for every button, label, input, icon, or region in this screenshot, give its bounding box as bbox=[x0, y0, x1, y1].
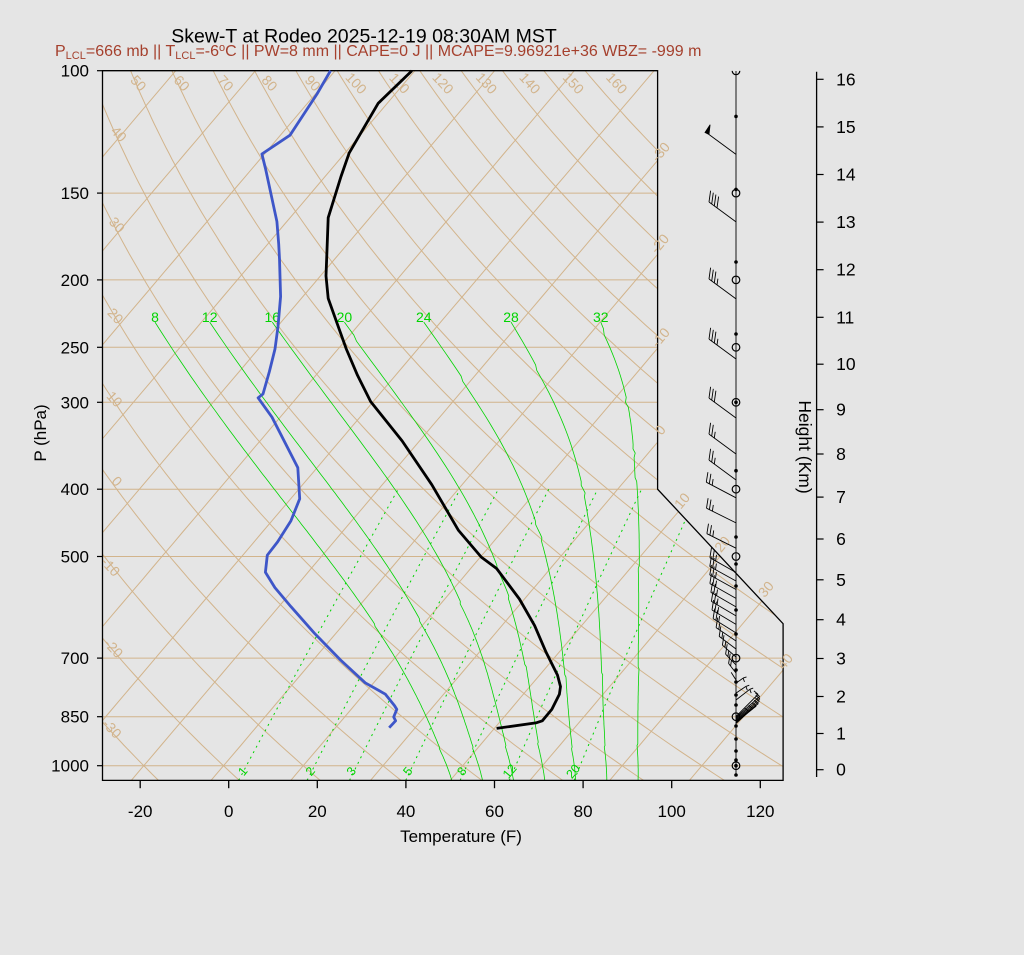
svg-text:32: 32 bbox=[593, 309, 609, 325]
svg-text:11: 11 bbox=[836, 307, 854, 327]
svg-text:15: 15 bbox=[836, 117, 855, 137]
svg-text:8: 8 bbox=[836, 444, 846, 464]
svg-text:400: 400 bbox=[61, 480, 89, 499]
svg-text:20: 20 bbox=[308, 802, 327, 821]
svg-text:16: 16 bbox=[265, 309, 281, 325]
svg-text:Skew-T at Rodeo 2025-12-19 08:: Skew-T at Rodeo 2025-12-19 08:30AM MST bbox=[171, 26, 557, 48]
svg-text:100: 100 bbox=[658, 802, 686, 821]
svg-text:Height (Km): Height (Km) bbox=[795, 400, 815, 493]
svg-text:850: 850 bbox=[61, 708, 89, 727]
svg-text:PLCL=666 mb || TLCL=-6oC || PW: PLCL=666 mb || TLCL=-6oC || PW=8 mm || C… bbox=[55, 42, 701, 62]
svg-text:6: 6 bbox=[836, 529, 846, 549]
svg-text:8: 8 bbox=[151, 309, 159, 325]
svg-text:28: 28 bbox=[503, 309, 519, 325]
svg-text:200: 200 bbox=[61, 271, 89, 290]
svg-text:2: 2 bbox=[836, 687, 846, 707]
svg-text:14: 14 bbox=[836, 165, 856, 185]
svg-text:9: 9 bbox=[836, 400, 846, 420]
svg-text:700: 700 bbox=[61, 649, 89, 668]
svg-text:20: 20 bbox=[337, 309, 353, 325]
svg-text:300: 300 bbox=[61, 393, 89, 412]
svg-text:24: 24 bbox=[416, 309, 432, 325]
svg-text:5: 5 bbox=[836, 570, 846, 590]
svg-text:0: 0 bbox=[224, 802, 233, 821]
svg-text:0: 0 bbox=[836, 760, 846, 780]
svg-text:500: 500 bbox=[61, 548, 89, 567]
svg-text:60: 60 bbox=[485, 802, 504, 821]
svg-text:80: 80 bbox=[574, 802, 593, 821]
svg-text:16: 16 bbox=[836, 69, 855, 89]
svg-text:13: 13 bbox=[836, 212, 855, 232]
svg-text:1: 1 bbox=[836, 724, 846, 744]
svg-text:120: 120 bbox=[746, 802, 774, 821]
svg-text:P (hPa): P (hPa) bbox=[31, 404, 50, 461]
svg-text:7: 7 bbox=[836, 487, 846, 507]
svg-text:150: 150 bbox=[61, 184, 89, 203]
svg-text:3: 3 bbox=[836, 649, 846, 669]
svg-text:Temperature (F): Temperature (F) bbox=[400, 827, 522, 846]
svg-text:10: 10 bbox=[836, 354, 856, 374]
svg-text:250: 250 bbox=[61, 338, 89, 357]
svg-text:100: 100 bbox=[61, 62, 89, 81]
svg-text:1000: 1000 bbox=[51, 757, 89, 776]
svg-text:12: 12 bbox=[202, 309, 218, 325]
svg-text:40: 40 bbox=[396, 802, 415, 821]
svg-text:4: 4 bbox=[836, 610, 846, 630]
svg-text:12: 12 bbox=[836, 260, 855, 280]
svg-text:-20: -20 bbox=[128, 802, 153, 821]
